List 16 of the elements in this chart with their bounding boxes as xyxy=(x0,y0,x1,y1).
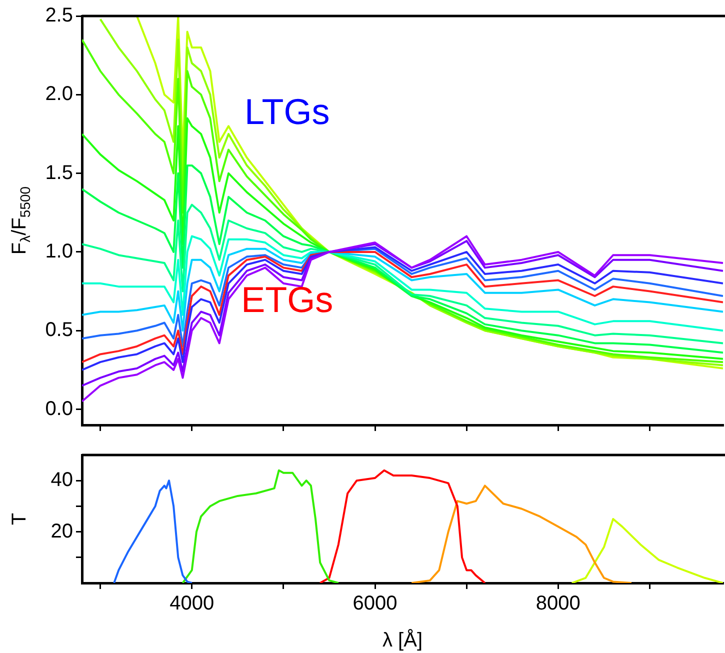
annotation: ETGs xyxy=(241,279,334,320)
y-tick-label: 1.5 xyxy=(45,162,73,184)
y-tick-label: 2.5 xyxy=(45,4,73,27)
x-tick-label: 8000 xyxy=(536,592,580,615)
x-axis-title: λ [Å] xyxy=(382,628,423,652)
annotation: LTGs xyxy=(244,91,330,132)
y-tick-label: 2.0 xyxy=(45,83,73,106)
y-tick-label: 1.0 xyxy=(45,240,73,262)
y-axis-title: T xyxy=(8,512,31,526)
y-tick-label: 0.0 xyxy=(45,398,73,420)
y-tick-label: 40 xyxy=(50,469,73,492)
x-tick-label: 6000 xyxy=(352,592,398,615)
y-tick-label: 0.5 xyxy=(45,319,73,342)
x-tick-label: 4000 xyxy=(170,592,214,615)
y-axis-title: Fλ/F5500 xyxy=(8,186,33,255)
y-tick-label: 20 xyxy=(50,520,73,542)
